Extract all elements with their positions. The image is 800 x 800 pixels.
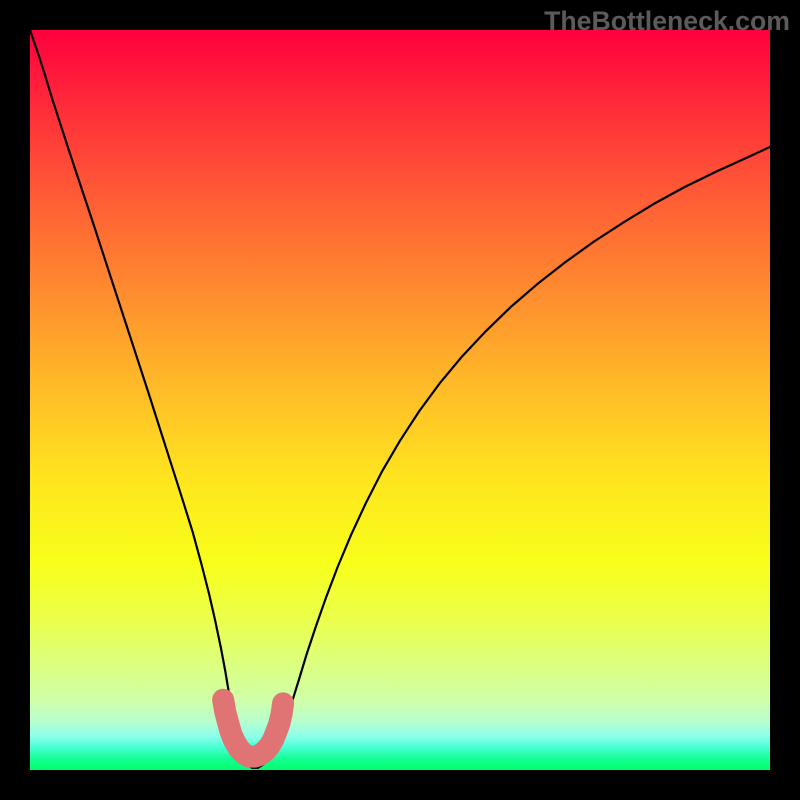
chart-background bbox=[30, 30, 770, 770]
bottleneck-chart bbox=[0, 0, 800, 800]
chart-frame: TheBottleneck.com bbox=[0, 0, 800, 800]
watermark-text: TheBottleneck.com bbox=[544, 6, 790, 37]
